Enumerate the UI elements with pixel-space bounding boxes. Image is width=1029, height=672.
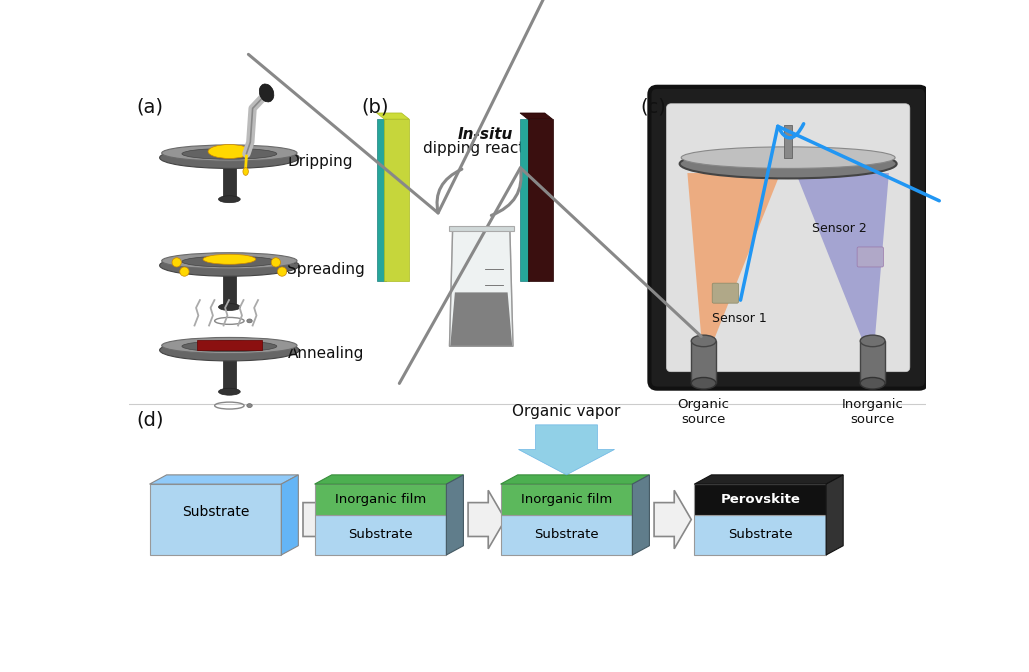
Polygon shape (654, 491, 691, 549)
Bar (501, 515, 633, 555)
Bar (223, 353, 236, 392)
Bar (315, 484, 447, 515)
Polygon shape (633, 475, 649, 555)
Polygon shape (695, 475, 843, 484)
Bar (223, 161, 236, 199)
Text: Perovskite: Perovskite (720, 493, 801, 506)
Polygon shape (451, 292, 512, 346)
Polygon shape (447, 475, 463, 555)
Text: Inorganic film: Inorganic film (334, 493, 426, 506)
Polygon shape (468, 491, 505, 549)
Text: Spreading: Spreading (287, 262, 365, 277)
Text: Annealing: Annealing (287, 347, 364, 362)
Ellipse shape (162, 337, 297, 353)
Bar (149, 484, 281, 555)
Ellipse shape (159, 339, 299, 361)
Ellipse shape (243, 167, 248, 175)
Polygon shape (281, 475, 298, 555)
Text: (c): (c) (640, 97, 666, 116)
Ellipse shape (259, 84, 274, 102)
Circle shape (172, 258, 181, 267)
Text: Sensor 2: Sensor 2 (812, 222, 866, 235)
Ellipse shape (182, 149, 277, 159)
FancyBboxPatch shape (649, 87, 927, 388)
Polygon shape (315, 475, 463, 484)
Bar (784, 125, 792, 158)
Text: In-situ: In-situ (458, 127, 512, 142)
Bar (385, 119, 410, 281)
Polygon shape (149, 475, 298, 484)
Text: Substrate: Substrate (728, 528, 792, 542)
Ellipse shape (159, 255, 299, 276)
Text: Sensor 1: Sensor 1 (712, 312, 767, 325)
Polygon shape (520, 113, 553, 119)
Text: Organic vapor: Organic vapor (512, 404, 620, 419)
Text: Inorganic
source: Inorganic source (842, 398, 903, 426)
FancyBboxPatch shape (712, 283, 739, 303)
Ellipse shape (203, 254, 256, 264)
FancyBboxPatch shape (857, 247, 884, 267)
Circle shape (278, 267, 287, 276)
Circle shape (180, 267, 189, 276)
Polygon shape (826, 475, 843, 555)
Polygon shape (377, 113, 410, 119)
Ellipse shape (681, 147, 895, 169)
Ellipse shape (159, 147, 299, 169)
Bar (695, 484, 826, 515)
Ellipse shape (679, 149, 896, 179)
Ellipse shape (208, 144, 251, 159)
Bar (315, 515, 447, 555)
Text: (d): (d) (137, 410, 164, 429)
Bar (520, 119, 529, 281)
Polygon shape (450, 230, 513, 346)
FancyBboxPatch shape (667, 103, 910, 372)
Polygon shape (795, 173, 889, 366)
Polygon shape (303, 491, 341, 549)
Ellipse shape (691, 335, 716, 347)
Polygon shape (501, 475, 649, 484)
Polygon shape (519, 425, 614, 475)
Ellipse shape (247, 404, 252, 407)
Text: Substrate: Substrate (534, 528, 599, 542)
Ellipse shape (860, 335, 885, 347)
Bar (695, 515, 826, 555)
Text: Dripping: Dripping (287, 154, 353, 169)
Ellipse shape (218, 388, 240, 395)
Polygon shape (687, 173, 780, 366)
Text: Substrate: Substrate (348, 528, 413, 542)
Ellipse shape (218, 304, 240, 310)
Text: (a): (a) (137, 97, 164, 116)
Text: (b): (b) (361, 97, 389, 116)
Bar (197, 340, 262, 350)
Bar (501, 484, 633, 515)
Text: Inorganic film: Inorganic film (521, 493, 612, 506)
Bar (528, 119, 553, 281)
Ellipse shape (162, 253, 297, 269)
Circle shape (272, 258, 281, 267)
Ellipse shape (247, 319, 252, 323)
Text: Organic
source: Organic source (678, 398, 730, 426)
Ellipse shape (182, 256, 277, 267)
Text: Substrate: Substrate (182, 505, 249, 519)
Bar (860, 341, 885, 383)
Bar (377, 119, 386, 281)
Ellipse shape (162, 145, 297, 161)
Bar (691, 341, 716, 383)
Ellipse shape (691, 378, 716, 389)
Ellipse shape (860, 378, 885, 389)
Bar (450, 226, 513, 230)
Ellipse shape (182, 341, 277, 351)
Ellipse shape (218, 196, 240, 203)
Text: dipping reaction: dipping reaction (423, 140, 547, 156)
Bar (223, 269, 236, 307)
